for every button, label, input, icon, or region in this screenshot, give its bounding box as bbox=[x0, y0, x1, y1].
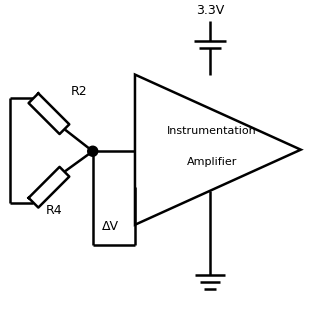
Text: R2: R2 bbox=[71, 85, 87, 98]
Text: R4: R4 bbox=[46, 204, 62, 217]
Polygon shape bbox=[28, 93, 69, 134]
Circle shape bbox=[88, 146, 98, 156]
Text: Amplifier: Amplifier bbox=[187, 157, 237, 167]
Polygon shape bbox=[28, 167, 69, 208]
Text: ΔV: ΔV bbox=[101, 220, 118, 233]
Text: Instrumentation: Instrumentation bbox=[167, 126, 257, 136]
Text: 3.3V: 3.3V bbox=[196, 4, 224, 17]
